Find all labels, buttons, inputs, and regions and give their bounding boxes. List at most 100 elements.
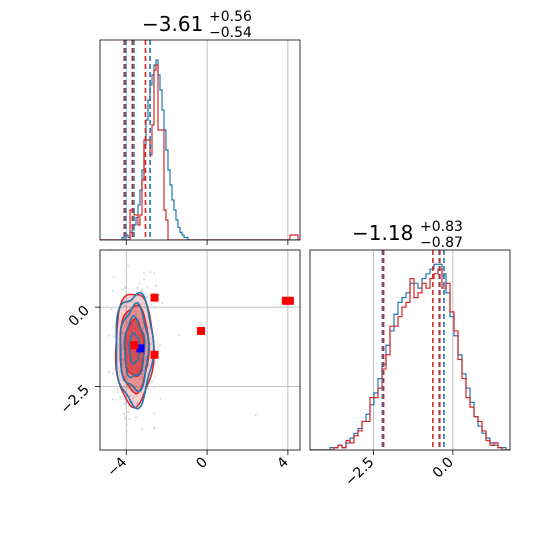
sample-point xyxy=(143,302,146,305)
sample-point xyxy=(150,303,153,306)
outlier-point xyxy=(149,271,152,274)
sample-point xyxy=(125,430,128,433)
sample-point xyxy=(142,369,146,372)
param2-upper-error: +0.83 xyxy=(420,219,463,235)
sample-point xyxy=(153,412,156,415)
sample-point xyxy=(155,285,158,288)
marker-6 xyxy=(285,296,294,305)
sample-point xyxy=(159,397,162,400)
scatter-x-tick-label-1: 0 xyxy=(193,454,211,472)
sample-point xyxy=(113,335,116,338)
sample-point xyxy=(142,325,145,329)
sample-point xyxy=(125,321,128,324)
sample-point xyxy=(153,376,157,379)
sample-point xyxy=(142,271,145,274)
hist1-series-b xyxy=(100,64,300,240)
hist2-x-tick-label-0: −2.5 xyxy=(342,454,377,489)
histogram-param1-panel xyxy=(99,39,301,245)
sample-point xyxy=(128,394,131,397)
sample-point xyxy=(159,343,162,346)
sample-point xyxy=(134,416,138,419)
hist1-series-a xyxy=(100,59,300,240)
param1-upper-error: +0.56 xyxy=(209,9,252,25)
histogram-param2-panel: −2.5 0.0 xyxy=(309,249,511,490)
marker-4 xyxy=(197,326,206,335)
sample-point xyxy=(161,301,164,305)
sample-point xyxy=(154,306,157,309)
sample-point xyxy=(110,308,113,311)
sample-point xyxy=(123,286,127,289)
param1-title: −3.61 xyxy=(142,12,203,36)
marker-1 xyxy=(130,341,139,350)
sample-point xyxy=(107,334,110,337)
sample-point xyxy=(136,244,138,246)
sample-point xyxy=(102,465,104,467)
scatter-x-tick-label-2: 4 xyxy=(274,454,292,472)
sample-point xyxy=(121,343,124,347)
hist2-series-b xyxy=(310,268,510,450)
sample-point xyxy=(147,387,150,391)
sample-point xyxy=(147,326,151,330)
sample-point xyxy=(121,288,124,291)
sample-point xyxy=(140,428,143,431)
param2-median: −1.18 xyxy=(352,221,413,245)
contour-a-level-2 xyxy=(123,315,146,379)
scatter-frame xyxy=(99,249,301,451)
sample-point xyxy=(119,395,122,399)
sample-point xyxy=(111,289,115,292)
sample-point xyxy=(136,286,139,290)
param1-median: −3.61 xyxy=(142,12,203,36)
sample-point xyxy=(121,359,124,362)
contour-a-level-3 xyxy=(128,332,141,365)
sample-point xyxy=(125,423,128,426)
sample-point xyxy=(123,385,126,388)
sample-point xyxy=(146,285,149,288)
sample-point xyxy=(153,385,156,389)
sample-point xyxy=(143,306,147,309)
sample-point xyxy=(122,362,125,365)
sample-point xyxy=(126,386,129,389)
hist2-x-tick-label-1: 0.0 xyxy=(430,454,457,481)
sample-point xyxy=(140,290,143,293)
marker-0 xyxy=(136,344,145,353)
hist2-frame xyxy=(309,249,511,451)
sample-point xyxy=(133,310,136,313)
sample-point xyxy=(116,388,119,391)
sample-point xyxy=(153,272,156,275)
sample-point xyxy=(144,358,147,361)
sample-point xyxy=(145,356,148,359)
marker-3 xyxy=(150,350,159,359)
scatter-x-tick-label-0: −4 xyxy=(104,454,130,480)
sample-point xyxy=(121,331,124,334)
marker-5 xyxy=(281,296,290,305)
sample-point xyxy=(138,317,141,320)
joint-density-panel: −4 0 4 −2.5 0.0 xyxy=(57,244,301,480)
sample-point xyxy=(148,363,151,367)
contour-a-level-0 xyxy=(115,291,155,410)
sample-point xyxy=(135,312,138,316)
sample-point xyxy=(107,371,110,374)
param2-lower-error: −0.87 xyxy=(420,235,463,251)
sample-point xyxy=(140,377,143,380)
sample-point xyxy=(132,300,135,303)
sample-point xyxy=(126,410,130,414)
sample-point xyxy=(125,305,128,308)
sample-point xyxy=(116,391,119,394)
outlier-point xyxy=(254,413,257,417)
sample-point xyxy=(125,378,129,381)
sample-point xyxy=(122,412,126,415)
sample-point xyxy=(122,332,125,335)
sample-point xyxy=(142,278,146,281)
scatter-y-tick-label-1: 0.0 xyxy=(66,303,93,330)
sample-point xyxy=(123,416,127,420)
sample-point xyxy=(152,380,155,383)
contour-a-level-1 xyxy=(119,302,150,393)
sample-point xyxy=(138,282,141,285)
sample-point xyxy=(111,372,115,375)
sample-point xyxy=(140,288,143,292)
sample-point xyxy=(141,372,144,376)
sample-point xyxy=(127,264,130,267)
marker-2 xyxy=(150,293,159,302)
scatter-y-tick-label-0: −2.5 xyxy=(57,382,92,417)
